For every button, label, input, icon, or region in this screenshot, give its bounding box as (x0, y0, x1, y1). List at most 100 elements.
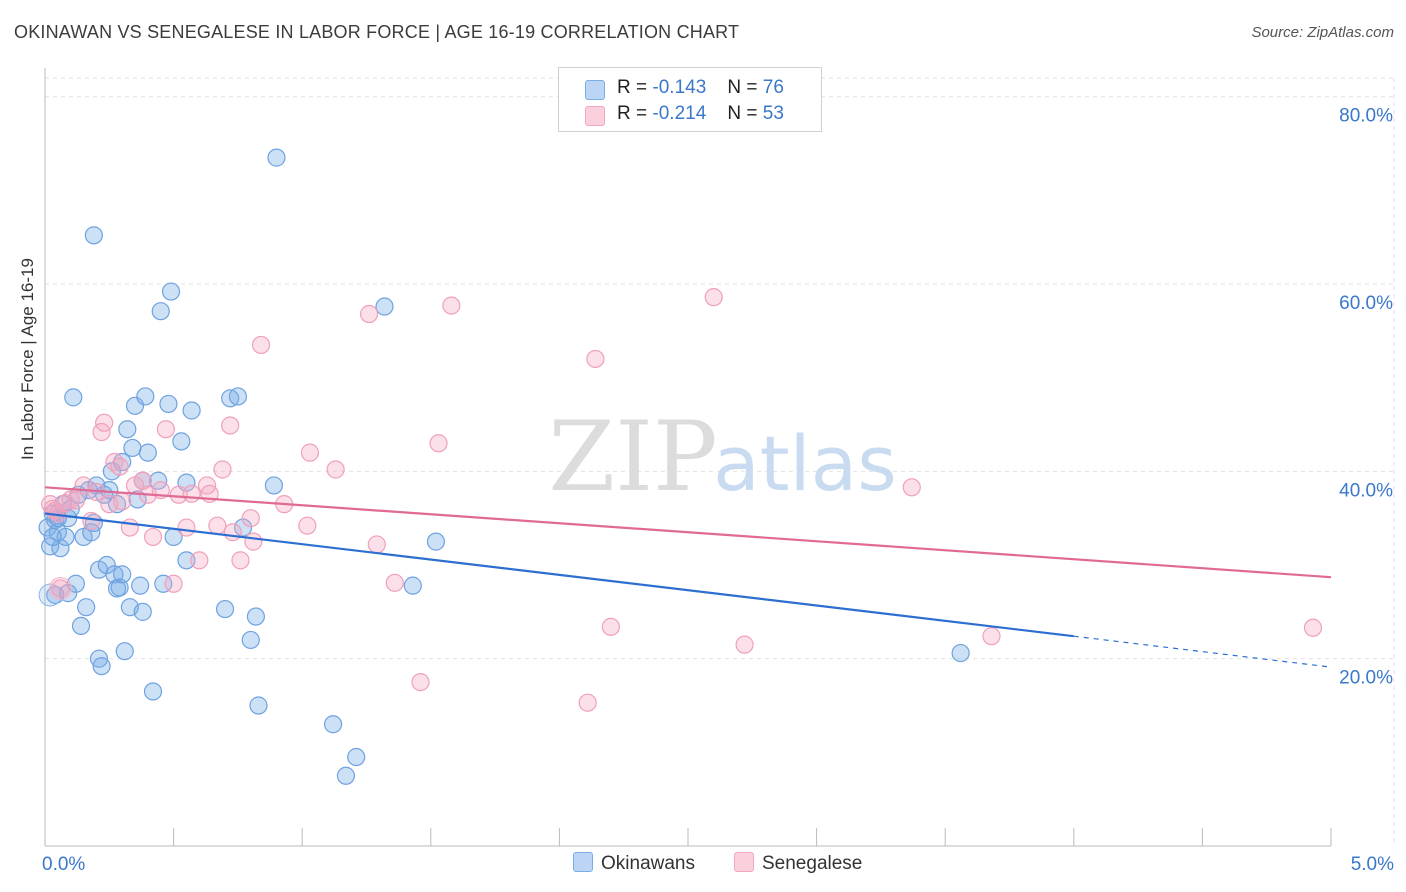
okinawan-point (172, 432, 191, 451)
senegalese-point (411, 672, 430, 692)
okinawan-point (143, 682, 163, 701)
okinawan-point (138, 443, 157, 462)
okinawan-point (136, 387, 155, 406)
watermark-atlas: atlas (713, 419, 897, 508)
source-label: Source: ZipAtlas.com (1251, 24, 1394, 41)
legend-r-value: -0.214 (652, 103, 707, 124)
senegalese-point (221, 416, 240, 435)
senegalese-point (326, 460, 345, 479)
okinawans-trend-extension (1073, 635, 1332, 668)
senegalese-trend-line (44, 486, 1332, 579)
okinawan-point (246, 607, 266, 626)
x-tick-label: 0.0% (42, 854, 85, 875)
legend-row-okinawans: R = -0.143 N = 76 (559, 77, 821, 103)
y-axis-label: In Labor Force | Age 16-19 (18, 258, 37, 460)
chart-title: OKINAWAN VS SENEGALESE IN LABOR FORCE | … (14, 22, 740, 42)
okinawan-point (249, 696, 268, 715)
senegalese-point (113, 492, 132, 511)
bottom-label-senegalese: Senegalese (762, 853, 863, 874)
senegalese-point (95, 413, 114, 432)
y-tick-label: 60.0% (1339, 293, 1393, 314)
okinawan-point (97, 555, 116, 575)
senegalese-point (143, 527, 163, 547)
senegalese-point (367, 535, 386, 554)
okinawan-point (56, 527, 75, 547)
okinawan-point (43, 527, 62, 547)
okinawans-trend-line (44, 512, 1074, 638)
correlation-legend: R = -0.143 N = 76 R = -0.214 N = 53 (558, 67, 822, 132)
senegalese-point (241, 509, 260, 528)
okinawan-point (84, 226, 103, 245)
senegalese-point (51, 579, 70, 598)
legend-n-label: N = (727, 103, 758, 124)
senegalese-point (223, 523, 242, 542)
legend-row-senegalese: R = -0.214 N = 53 (559, 103, 821, 129)
y-tick-label: 80.0% (1339, 106, 1393, 127)
okinawan-point (159, 394, 178, 414)
okinawan-point (118, 420, 137, 439)
okinawan-point (154, 574, 173, 593)
okinawan-point (347, 747, 366, 767)
y-tick-label: 40.0% (1339, 480, 1393, 501)
senegalese-point (208, 516, 227, 535)
okinawan-point (323, 715, 343, 734)
okinawan-point (264, 476, 284, 495)
senegalese-point (385, 573, 404, 592)
senegalese-point (300, 443, 320, 462)
axes (44, 68, 1332, 847)
okinawan-point (375, 297, 394, 316)
senegalese-point (251, 335, 271, 355)
senegalese-point (82, 511, 101, 531)
trend-lines (44, 486, 1332, 668)
okinawan-point (89, 649, 109, 668)
senegalese-point (244, 532, 263, 551)
senegalese-point (231, 551, 250, 570)
bottom-legend-senegalese: Senegalese (734, 852, 862, 875)
senegalese-point (704, 288, 723, 307)
legend-n-value: 76 (762, 77, 784, 98)
senegalese-point (429, 434, 448, 453)
bottom-swatch-senegalese (734, 852, 754, 872)
senegalese-point (359, 304, 379, 324)
legend-r-label: R = (617, 103, 648, 124)
legend-n-value: 53 (762, 103, 784, 124)
senegalese-point (578, 693, 597, 712)
okinawan-point (177, 551, 196, 570)
legend-swatch-okinawans (585, 80, 605, 100)
okinawan-point (64, 388, 83, 407)
senegalese-point (48, 576, 72, 600)
senegalese-point (133, 471, 152, 490)
okinawan-point (115, 642, 134, 661)
okinawan-point (182, 401, 201, 420)
legend-swatch-senegalese (585, 106, 605, 126)
okinawan-point (123, 438, 142, 458)
okinawan-point (951, 643, 970, 663)
tick-labels: 20.0% 40.0% 60.0% 80.0% 0.0% 5.0% (42, 106, 1394, 875)
okinawan-point (107, 495, 127, 514)
legend-r-label: R = (617, 77, 648, 98)
senegalese-point (902, 478, 921, 497)
watermark-zip: ZIP (548, 401, 717, 513)
okinawan-point (131, 576, 150, 595)
senegalese-points (41, 288, 1323, 712)
bottom-swatch-okinawans (573, 852, 593, 872)
senegalese-point (442, 296, 461, 315)
legend-r-value: -0.143 (652, 77, 707, 98)
okinawan-point (92, 657, 111, 676)
watermark: ZIP atlas (548, 401, 896, 513)
bottom-legend-okinawans: Okinawans (573, 852, 695, 875)
okinawan-point (113, 565, 132, 584)
senegalese-point (61, 490, 80, 509)
legend-text-okinawans: R = -0.143 N = 76 (617, 77, 784, 99)
okinawan-point (128, 490, 147, 509)
senegalese-point (213, 460, 232, 479)
legend-text-senegalese: R = -0.214 N = 53 (617, 103, 784, 125)
okinawan-point (215, 599, 235, 619)
okinawan-point (403, 576, 422, 595)
senegalese-point (110, 457, 129, 476)
bottom-label-okinawans: Okinawans (601, 853, 695, 874)
senegalese-point (298, 516, 317, 535)
senegalese-point (735, 635, 754, 654)
senegalese-point (120, 518, 139, 537)
